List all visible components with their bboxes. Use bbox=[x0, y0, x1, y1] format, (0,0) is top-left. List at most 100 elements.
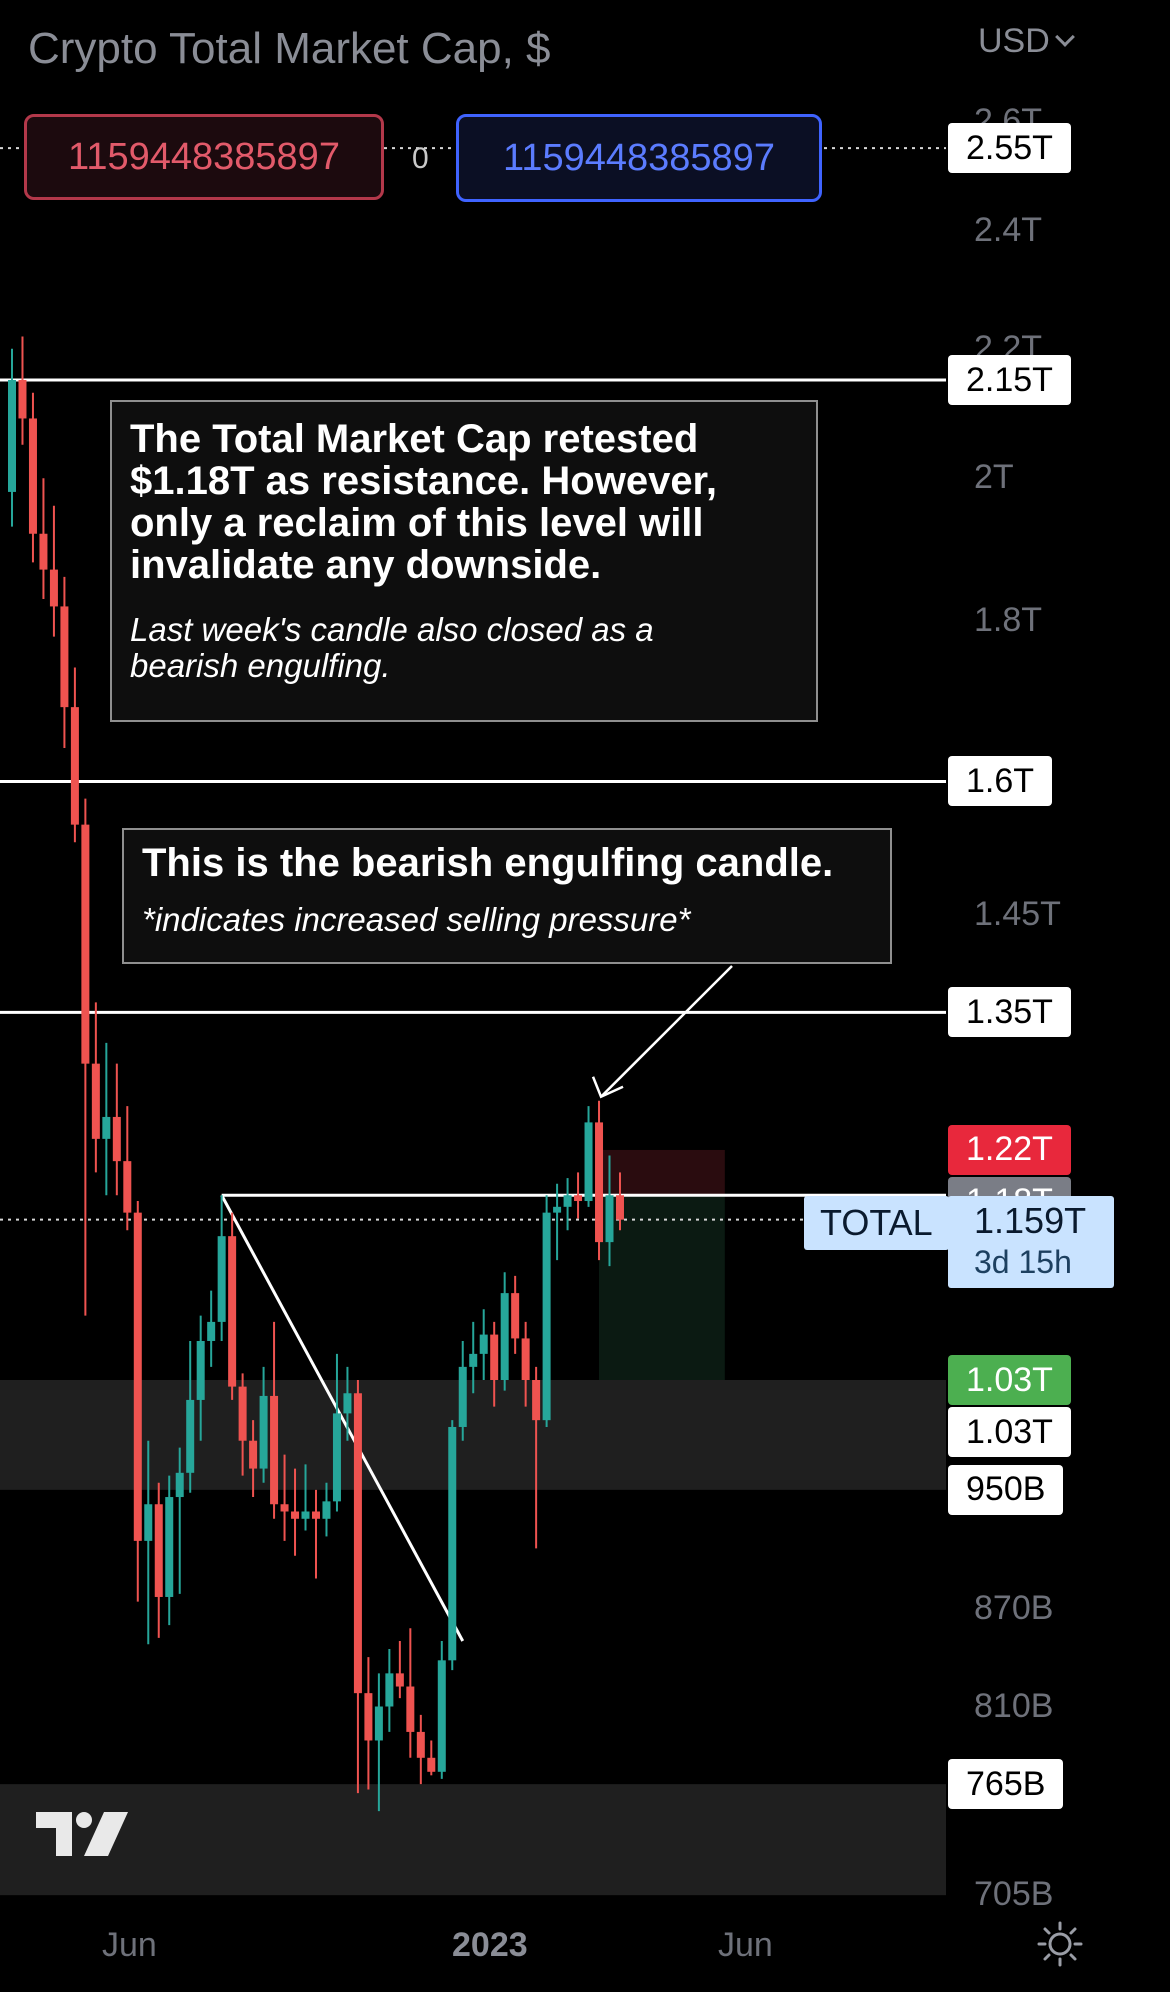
candle-body bbox=[8, 380, 16, 492]
candle-body bbox=[595, 1122, 604, 1243]
y-tick-label: 1.45T bbox=[974, 895, 1061, 934]
candle-body bbox=[353, 1393, 362, 1694]
y-tick-label: 2T bbox=[974, 458, 1014, 497]
y-tick-label: 870B bbox=[974, 1589, 1054, 1628]
y-tick-label: 810B bbox=[974, 1686, 1054, 1725]
candle-body bbox=[18, 380, 27, 419]
candle-body bbox=[60, 606, 69, 708]
candle-body bbox=[144, 1504, 153, 1541]
candle-body bbox=[249, 1440, 258, 1469]
position-reward-zone bbox=[599, 1195, 725, 1380]
price-level-label: 1.22T bbox=[948, 1124, 1071, 1175]
candle-body bbox=[374, 1706, 383, 1741]
price-level-label: 1.35T bbox=[948, 987, 1071, 1038]
candle-body bbox=[385, 1673, 394, 1707]
candle-body bbox=[207, 1321, 216, 1341]
candle-body bbox=[186, 1399, 195, 1473]
annotation-engulfing-text: This is the bearish engulfing candle. bbox=[142, 841, 834, 885]
y-tick-label: 1.8T bbox=[974, 601, 1043, 640]
price-level-label: 1.03T bbox=[948, 1355, 1071, 1405]
candle-body bbox=[259, 1395, 268, 1469]
price-level-label: 2.55T bbox=[948, 123, 1071, 174]
candle-body bbox=[322, 1501, 331, 1519]
candle-body bbox=[574, 1195, 583, 1202]
bar-countdown: 3d 15h bbox=[974, 1244, 1072, 1280]
candle-body bbox=[217, 1236, 226, 1322]
candle-body bbox=[532, 1380, 541, 1421]
x-tick-label: Jun bbox=[102, 1926, 157, 1964]
candle-body bbox=[500, 1293, 509, 1380]
candle-body bbox=[490, 1334, 499, 1380]
candle-body bbox=[81, 824, 90, 1064]
candle-body bbox=[437, 1660, 446, 1772]
y-tick-label: 705B bbox=[974, 1875, 1054, 1914]
candle-body bbox=[395, 1673, 404, 1687]
annotation-resistance: The Total Market Cap retested $1.18T as … bbox=[110, 400, 818, 722]
candle-body bbox=[70, 707, 79, 825]
price-level-label: 765B bbox=[948, 1759, 1064, 1810]
candle-body bbox=[196, 1340, 205, 1400]
candle-body bbox=[175, 1472, 184, 1498]
candle-body bbox=[238, 1386, 247, 1441]
candle-body bbox=[228, 1236, 237, 1387]
candle-body bbox=[270, 1395, 279, 1505]
candle-body bbox=[343, 1393, 352, 1414]
tradingview-logo-icon[interactable] bbox=[34, 1808, 130, 1860]
candle-body bbox=[165, 1497, 174, 1597]
candle-body bbox=[406, 1686, 415, 1732]
candle-body bbox=[39, 533, 48, 570]
candle-body bbox=[542, 1212, 551, 1421]
candle-body bbox=[291, 1511, 300, 1519]
currency-label: USD bbox=[978, 22, 1050, 60]
annotation-arrow bbox=[600, 965, 733, 1098]
current-price: 1.159T bbox=[974, 1200, 1087, 1241]
candle-body bbox=[615, 1195, 624, 1220]
annotation-engulfing-subtext: *indicates increased selling pressure* bbox=[142, 901, 691, 938]
trendline bbox=[220, 1194, 465, 1642]
candle-body bbox=[584, 1122, 593, 1202]
price-level-label: 2.15T bbox=[948, 355, 1071, 405]
current-price-label: 1.159T 3d 15h bbox=[948, 1196, 1114, 1288]
support-zone bbox=[0, 1380, 946, 1490]
candle-body bbox=[563, 1195, 572, 1207]
candle-body bbox=[49, 569, 58, 607]
candle-body bbox=[311, 1511, 320, 1519]
spread-value: 0 bbox=[412, 142, 429, 175]
symbol-label: TOTAL bbox=[804, 1196, 949, 1250]
candle-body bbox=[427, 1757, 436, 1772]
candle-body bbox=[280, 1504, 289, 1512]
candle-body bbox=[416, 1731, 425, 1758]
x-tick-label: Jun bbox=[718, 1926, 773, 1964]
candle-body bbox=[605, 1195, 614, 1243]
candle-body bbox=[28, 418, 37, 534]
candle-body bbox=[469, 1353, 478, 1367]
candle-body bbox=[458, 1366, 467, 1427]
currency-selector[interactable]: USD bbox=[978, 22, 1075, 61]
annotation-resistance-subtext: Last week's candle also closed as a bear… bbox=[130, 611, 654, 684]
candle-body bbox=[301, 1511, 310, 1519]
buy-button[interactable]: 1159448385897 bbox=[456, 114, 822, 202]
gear-icon[interactable] bbox=[1036, 1920, 1084, 1968]
candle-body bbox=[553, 1206, 562, 1213]
candle-body bbox=[521, 1338, 530, 1380]
support-zone bbox=[0, 1784, 946, 1896]
position-risk-zone bbox=[599, 1149, 725, 1196]
candle-body bbox=[332, 1413, 341, 1502]
x-tick-label: 2023 bbox=[452, 1926, 528, 1964]
chart-title: Crypto Total Market Cap, $ bbox=[28, 24, 551, 73]
candle-body bbox=[91, 1063, 100, 1139]
y-tick-label: 2.4T bbox=[974, 210, 1043, 249]
candle-body bbox=[479, 1334, 488, 1354]
annotation-resistance-text: The Total Market Cap retested $1.18T as … bbox=[130, 417, 718, 587]
price-level-label: 1.6T bbox=[948, 756, 1053, 807]
price-level-label: 1.03T bbox=[948, 1407, 1071, 1457]
price-level-label: 950B bbox=[948, 1464, 1064, 1515]
candle-body bbox=[154, 1504, 163, 1597]
candle-body bbox=[123, 1161, 132, 1213]
candle-body bbox=[511, 1293, 520, 1339]
candle-body bbox=[133, 1212, 142, 1541]
candle-body bbox=[364, 1693, 373, 1741]
sell-button[interactable]: 1159448385897 bbox=[24, 114, 384, 200]
